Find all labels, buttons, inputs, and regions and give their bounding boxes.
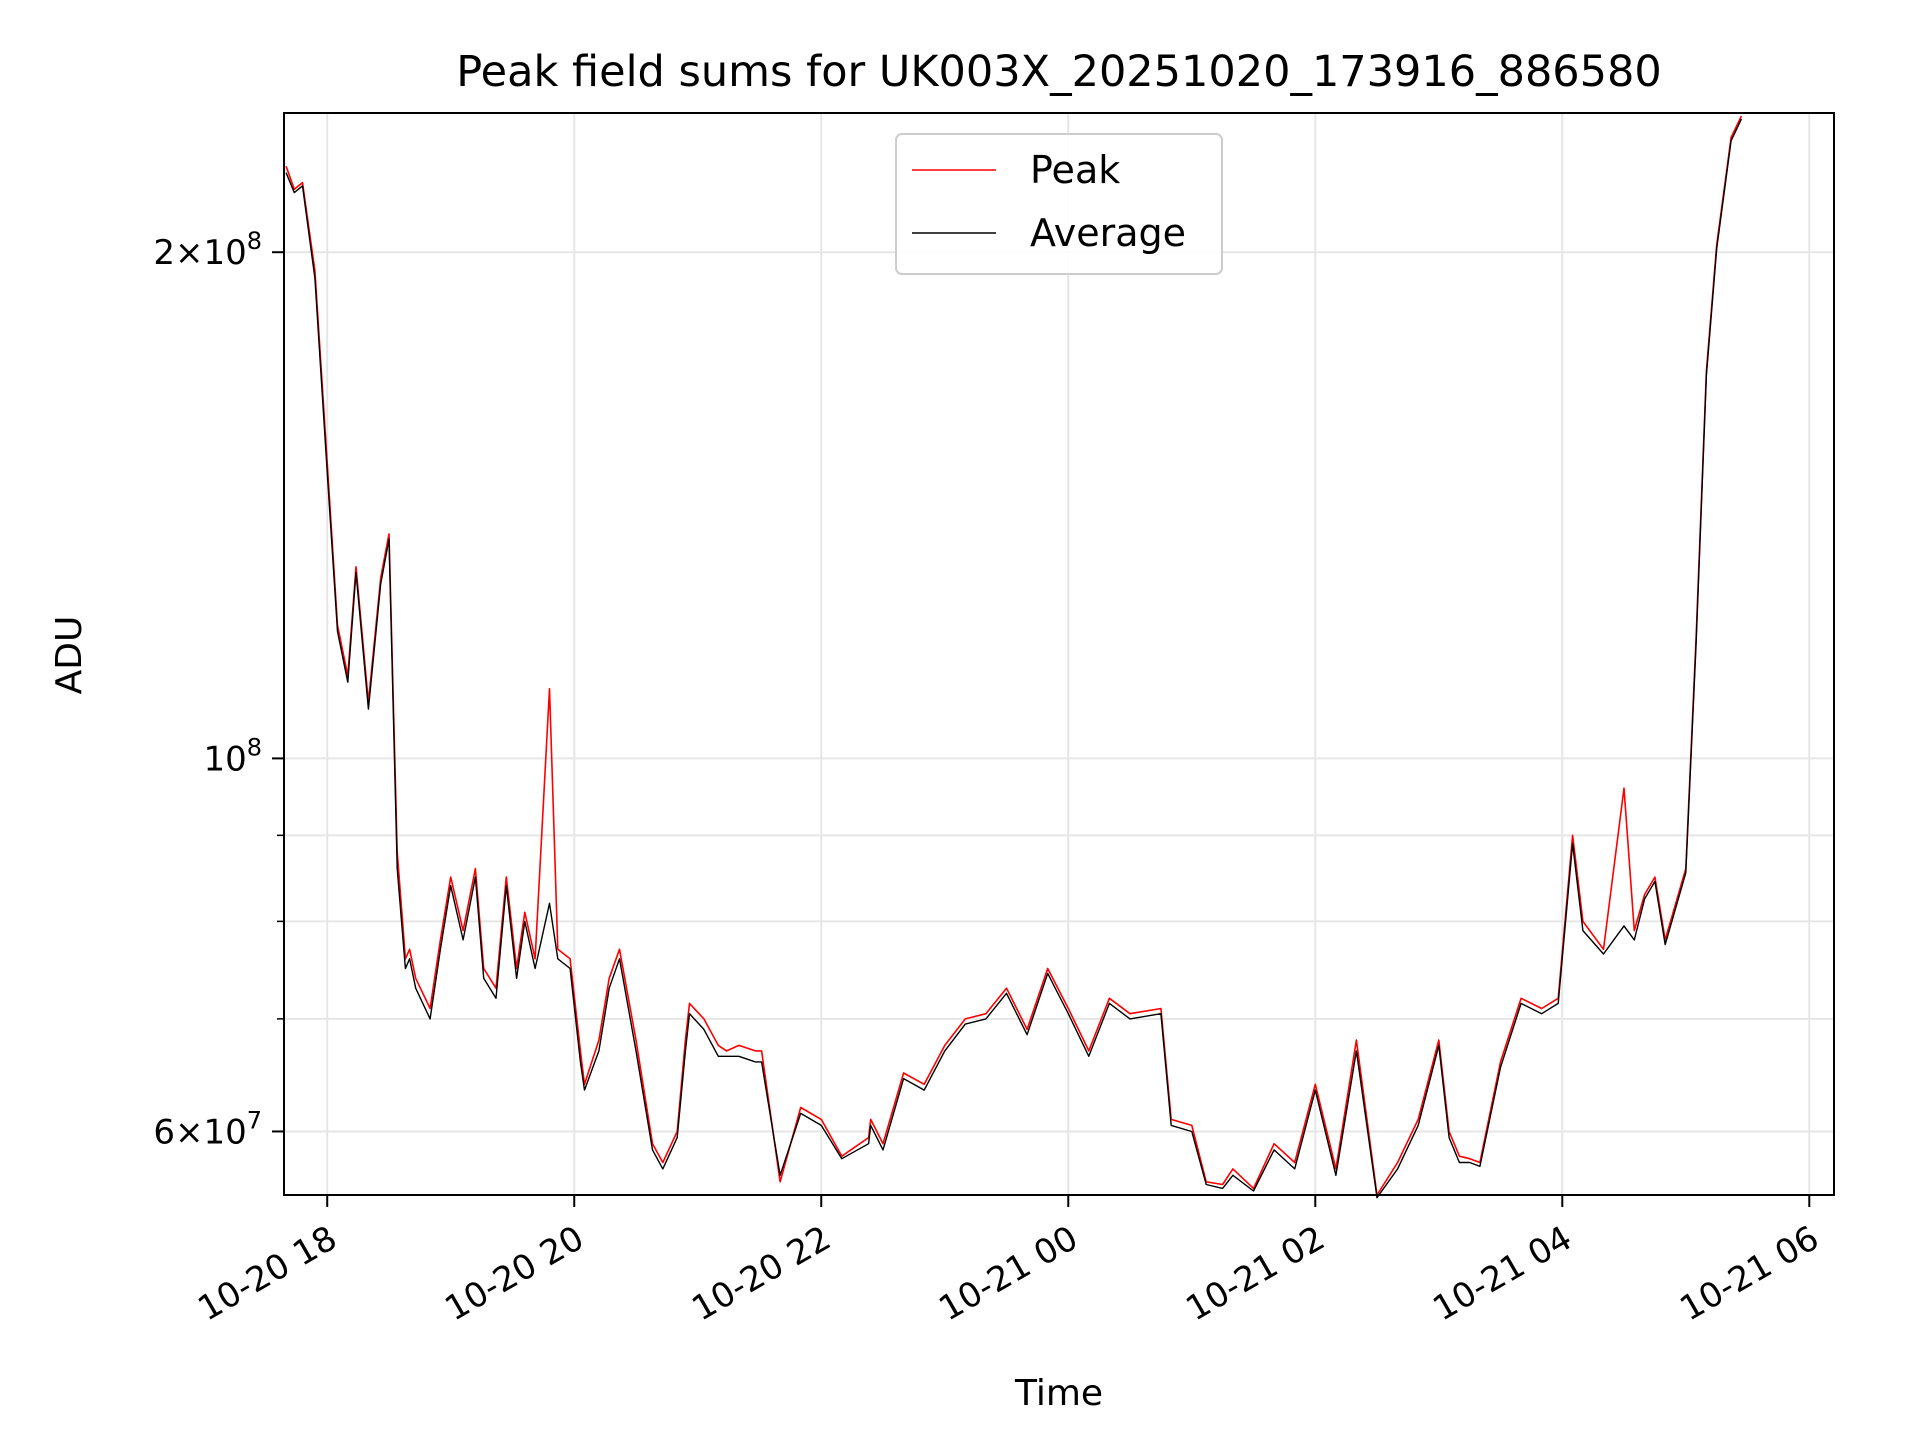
y-tick-label: 2×108 (153, 227, 262, 273)
legend-label-average: Average (1030, 211, 1186, 255)
legend: Peak Average (895, 133, 1223, 275)
y-axis-label: ADU (49, 616, 90, 695)
series-line-peak (285, 115, 1743, 1196)
plot-frame (283, 112, 1835, 1196)
y-tick-label: 6×107 (153, 1106, 262, 1152)
series-line-average (285, 118, 1743, 1199)
legend-label-peak: Peak (1030, 148, 1120, 192)
chart-title: Peak field sums for UK003X_20251020_1739… (456, 47, 1662, 97)
legend-box (895, 133, 1223, 275)
grid (284, 113, 1834, 1195)
series-lines (285, 115, 1743, 1199)
x-axis-label: Time (1014, 1373, 1103, 1414)
